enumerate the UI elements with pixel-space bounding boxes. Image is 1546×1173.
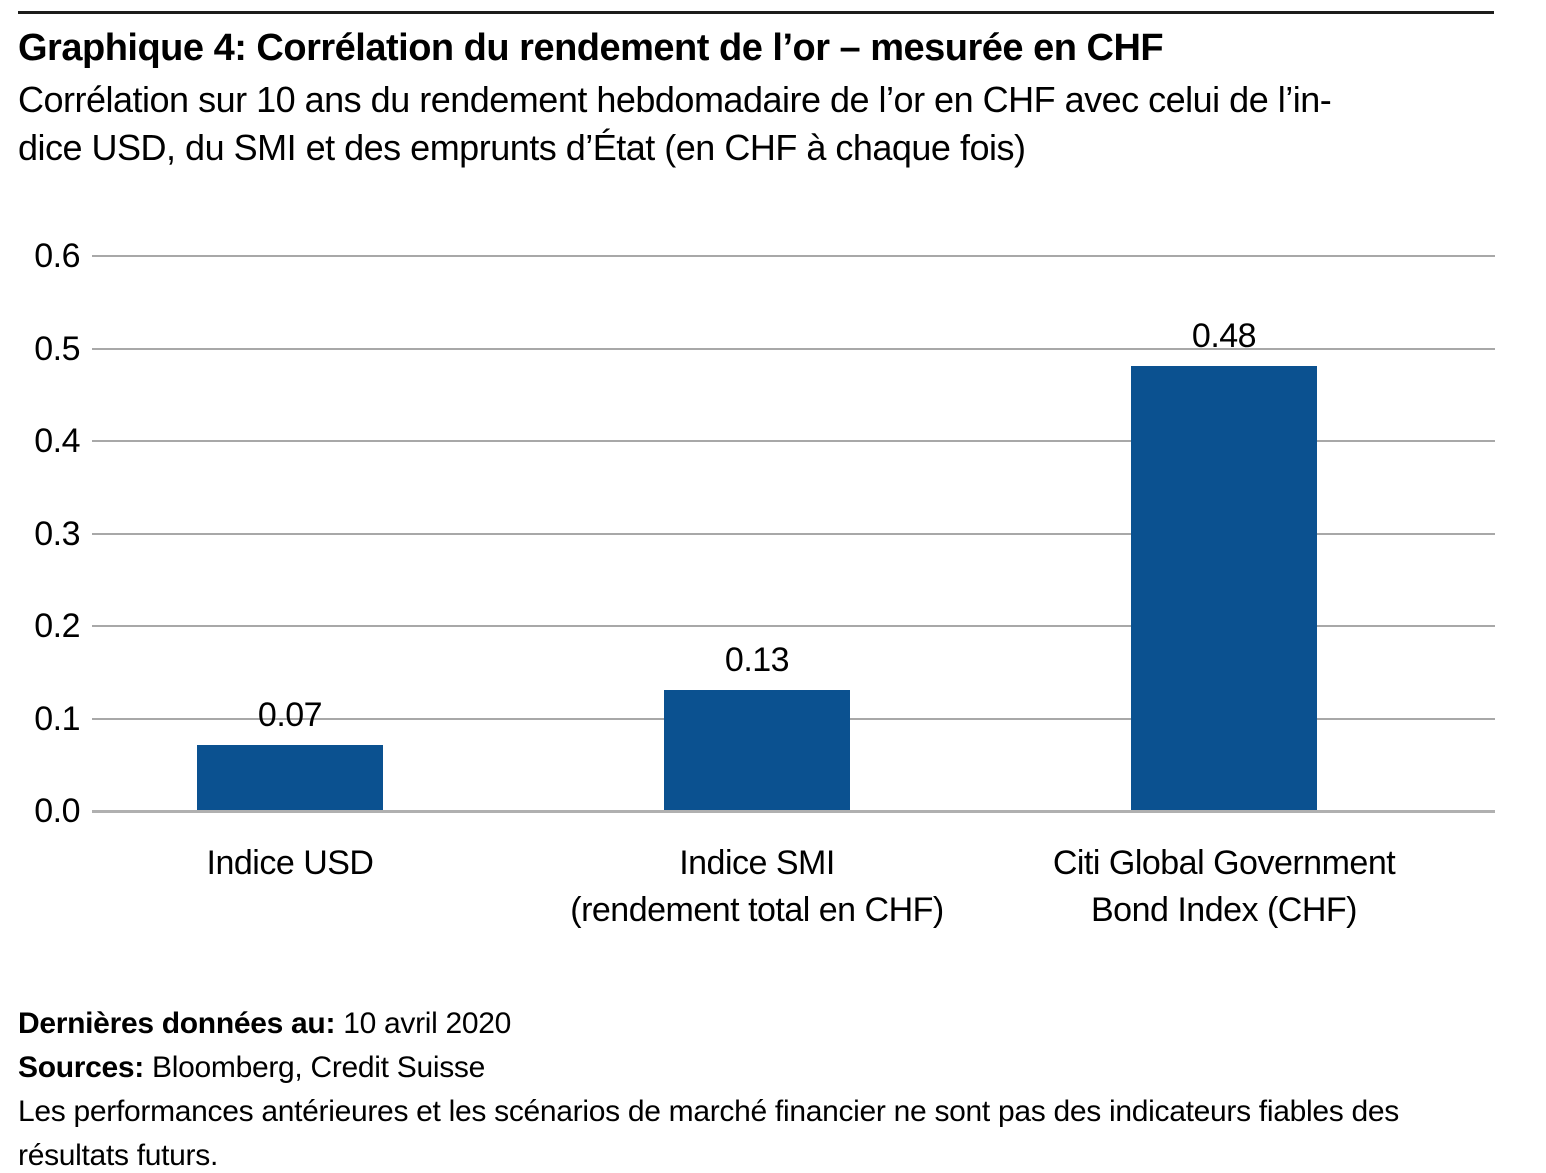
bar-value-label: 0.13 xyxy=(724,641,790,679)
y-gridline xyxy=(92,625,1495,627)
y-tick-label: 0.6 xyxy=(34,237,80,275)
y-tick-label: 0.2 xyxy=(34,607,80,645)
x-category-label: Indice USD xyxy=(10,840,570,887)
chart-subtitle: Corrélation sur 10 ans du rendement hebd… xyxy=(18,79,1332,168)
bar-value-label: 0.07 xyxy=(257,696,323,734)
x-category-label: Citi Global Government Bond Index (CHF) xyxy=(944,840,1504,934)
y-tick-label: 0.3 xyxy=(34,515,80,553)
disclaimer-text: Les performances antérieures et les scén… xyxy=(18,1095,1399,1172)
y-gridline xyxy=(92,348,1495,350)
last-data-line: Dernières données au: 10 avril 2020 xyxy=(18,1002,1530,1046)
bar xyxy=(197,745,383,810)
y-tick-label: 0.0 xyxy=(34,792,80,830)
bar-value-label: 0.48 xyxy=(1191,317,1257,355)
y-gridline xyxy=(92,533,1495,535)
x-category-label: Indice SMI (rendement total en CHF) xyxy=(477,840,1037,934)
last-data-value: 10 avril 2020 xyxy=(343,1007,512,1040)
x-category-label-line: Citi Global Government xyxy=(1052,844,1396,882)
y-tick-label: 0.5 xyxy=(34,330,80,368)
x-axis-line xyxy=(92,810,1495,813)
sources-line: Sources: Bloomberg, Credit Suisse xyxy=(18,1046,1530,1090)
chart-footer: Dernières données au: 10 avril 2020 Sour… xyxy=(18,1002,1530,1173)
y-gridline xyxy=(92,440,1495,442)
x-category-label-line: (rendement total en CHF) xyxy=(570,891,944,929)
x-category-label-line: Indice SMI xyxy=(679,844,835,882)
sources-value: Bloomberg, Credit Suisse xyxy=(152,1051,485,1084)
x-category-label-line: Bond Index (CHF) xyxy=(1091,891,1358,929)
y-tick-label: 0.1 xyxy=(34,700,80,738)
chart-title: Graphique 4: Corrélation du rendement de… xyxy=(18,27,1164,69)
last-data-label: Dernières données au: xyxy=(18,1007,336,1040)
y-gridline xyxy=(92,255,1495,257)
bar-chart-plot-area: 0.6 0.5 0.4 0.3 0.2 0.1 0.0 0.07 Indice USD 0.13 I… xyxy=(34,237,1495,929)
top-rule xyxy=(18,11,1494,14)
y-tick-label: 0.4 xyxy=(34,422,80,460)
x-category-label-line: Indice USD xyxy=(206,844,374,882)
sources-label: Sources: xyxy=(18,1051,144,1084)
bar xyxy=(664,690,850,810)
bar xyxy=(1131,366,1317,810)
